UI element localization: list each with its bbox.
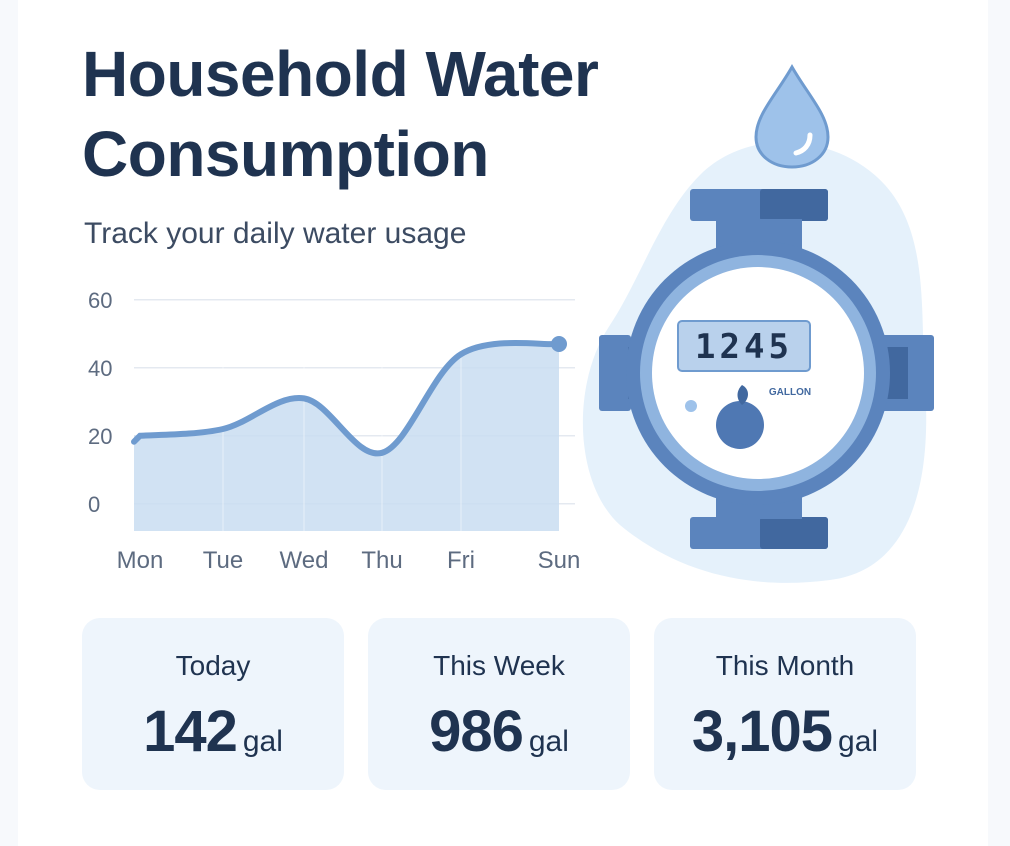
x-tick-label: Mon <box>117 547 164 574</box>
y-tick-label: 60 <box>88 288 112 313</box>
stat-value: 3,105 <box>691 699 833 764</box>
page-subtitle: Track your daily water usage <box>84 217 467 250</box>
data-point <box>551 336 567 352</box>
meter-reading: 1245 <box>695 327 793 367</box>
stat-label: Today <box>175 650 251 681</box>
stat-value: 986 <box>429 699 524 764</box>
stat-card-this-month: This Month 3,105 gal <box>654 618 916 790</box>
stat-card-this-week: This Week 986 gal <box>368 618 630 790</box>
x-tick-label: Thu <box>361 547 402 574</box>
usage-chart: 0 20 40 60 Mon Tue Wed Thu Fri Sun <box>88 288 581 574</box>
stat-unit: gal <box>838 725 879 758</box>
meter-unit-label: GALLON <box>769 387 811 398</box>
page-title: Household Water Consumption <box>82 38 599 190</box>
meter-dial-knob <box>716 385 764 449</box>
stat-unit: gal <box>528 725 569 758</box>
water-drop-icon <box>754 63 830 169</box>
x-tick-label: Fri <box>447 547 475 574</box>
x-tick-label: Wed <box>280 547 329 574</box>
y-tick-label: 0 <box>88 492 100 517</box>
y-tick-label: 40 <box>88 356 112 381</box>
stat-label: This Month <box>715 650 855 681</box>
stat-label: This Week <box>433 650 565 681</box>
x-tick-label: Tue <box>203 547 243 574</box>
stat-value: 142 <box>143 699 238 764</box>
series-line <box>131 339 562 457</box>
y-tick-label: 20 <box>88 424 112 449</box>
meter-display: 1245 <box>677 320 811 372</box>
stat-unit: gal <box>242 725 283 758</box>
stat-card-today: Today 142 gal <box>82 618 344 790</box>
x-tick-label: Sun <box>538 547 581 574</box>
meter-indicator-dot <box>685 400 697 412</box>
water-meter-illustration: 1245 GALLON <box>582 63 934 583</box>
